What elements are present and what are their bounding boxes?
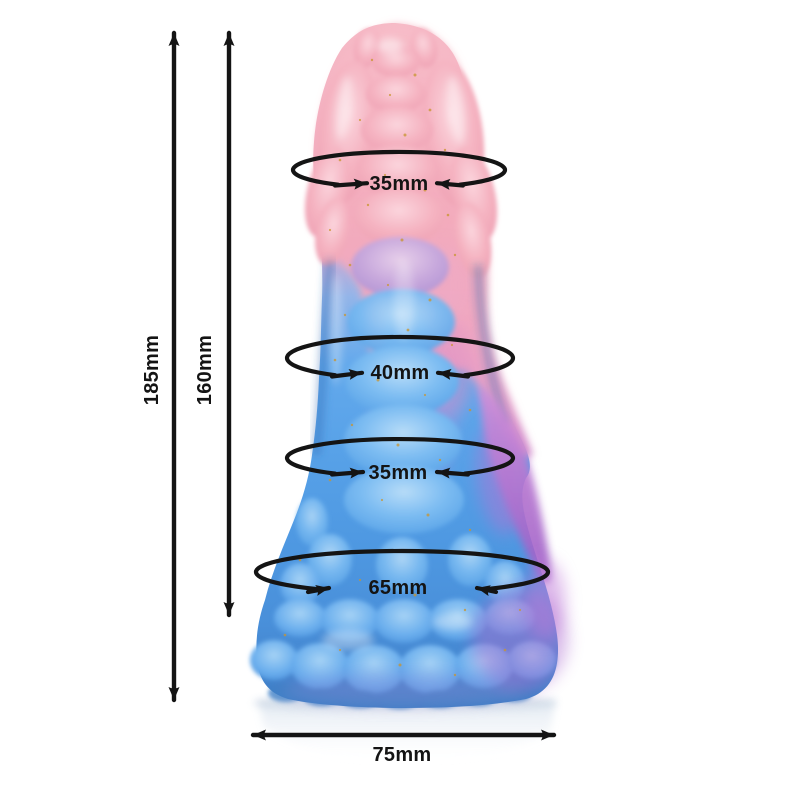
ring-dimension-3 <box>284 436 516 479</box>
glitter-specks <box>283 58 522 677</box>
product-illustration <box>250 23 568 763</box>
base-purple-tint <box>282 560 568 706</box>
dimension-annotations <box>168 30 557 741</box>
head-lobes <box>304 28 498 278</box>
ring-dimension-4 <box>253 548 551 597</box>
ring-label-3: 35mm <box>368 462 428 484</box>
ring-dimension-1 <box>290 149 508 190</box>
ring-label-4: 65mm <box>368 577 428 599</box>
highlights <box>322 38 472 650</box>
total-height-label: 185mm <box>141 334 163 406</box>
right-wing <box>478 385 551 584</box>
ring-dimension-2 <box>284 334 516 380</box>
ring-label-1: 35mm <box>369 173 429 195</box>
ring-label-2: 40mm <box>370 362 430 384</box>
base-width-label: 75mm <box>372 744 432 766</box>
insertable-height-label: 160mm <box>194 334 216 406</box>
